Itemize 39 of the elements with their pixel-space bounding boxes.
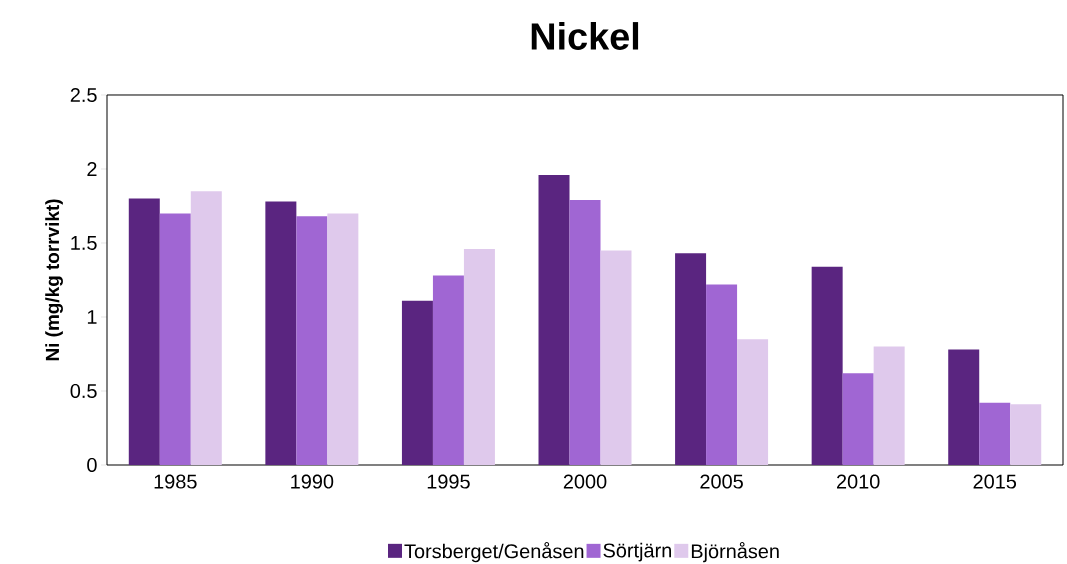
bar xyxy=(327,213,359,465)
bar xyxy=(873,346,905,465)
y-tick-label: 0.5 xyxy=(70,383,97,399)
bar xyxy=(538,174,570,465)
x-tick-label: 2015 xyxy=(973,474,1017,489)
bar xyxy=(600,250,632,465)
bar xyxy=(432,275,464,465)
bar xyxy=(675,253,707,465)
bar xyxy=(401,300,433,465)
y-axis-title: Ni (mg/kg torrvikt) xyxy=(45,199,63,361)
y-tick-label: 2.5 xyxy=(70,87,97,103)
x-tick-label: 1990 xyxy=(291,474,334,489)
bar xyxy=(737,339,769,465)
bar xyxy=(1010,404,1042,465)
x-tick-label: 2000 xyxy=(563,474,607,489)
bar xyxy=(463,248,495,465)
y-tick-label: 2 xyxy=(87,162,97,176)
bar xyxy=(706,284,738,465)
y-tick-label: 1 xyxy=(87,310,97,324)
x-tick-label: 2010 xyxy=(836,474,880,489)
y-tick-label: 0 xyxy=(87,457,97,473)
legend-label: Björnåsen xyxy=(691,542,779,563)
bar xyxy=(296,216,328,465)
bar xyxy=(569,200,601,465)
bar xyxy=(128,198,160,465)
legend-label: Sörtjärn xyxy=(603,542,671,562)
bar xyxy=(159,213,191,465)
bar xyxy=(948,349,980,465)
bar xyxy=(190,191,222,465)
bar xyxy=(811,266,843,465)
chart-title: Nickel xyxy=(531,22,639,50)
bar xyxy=(265,201,297,465)
x-tick-label: 1985 xyxy=(154,474,197,489)
y-tick-label: 1.5 xyxy=(71,236,97,250)
bar xyxy=(979,402,1011,465)
x-tick-label: 1995 xyxy=(427,474,470,489)
x-tick-label: 2005 xyxy=(700,474,743,489)
legend-label: Torsberget/Genåsen xyxy=(404,542,584,563)
bar xyxy=(842,373,874,465)
